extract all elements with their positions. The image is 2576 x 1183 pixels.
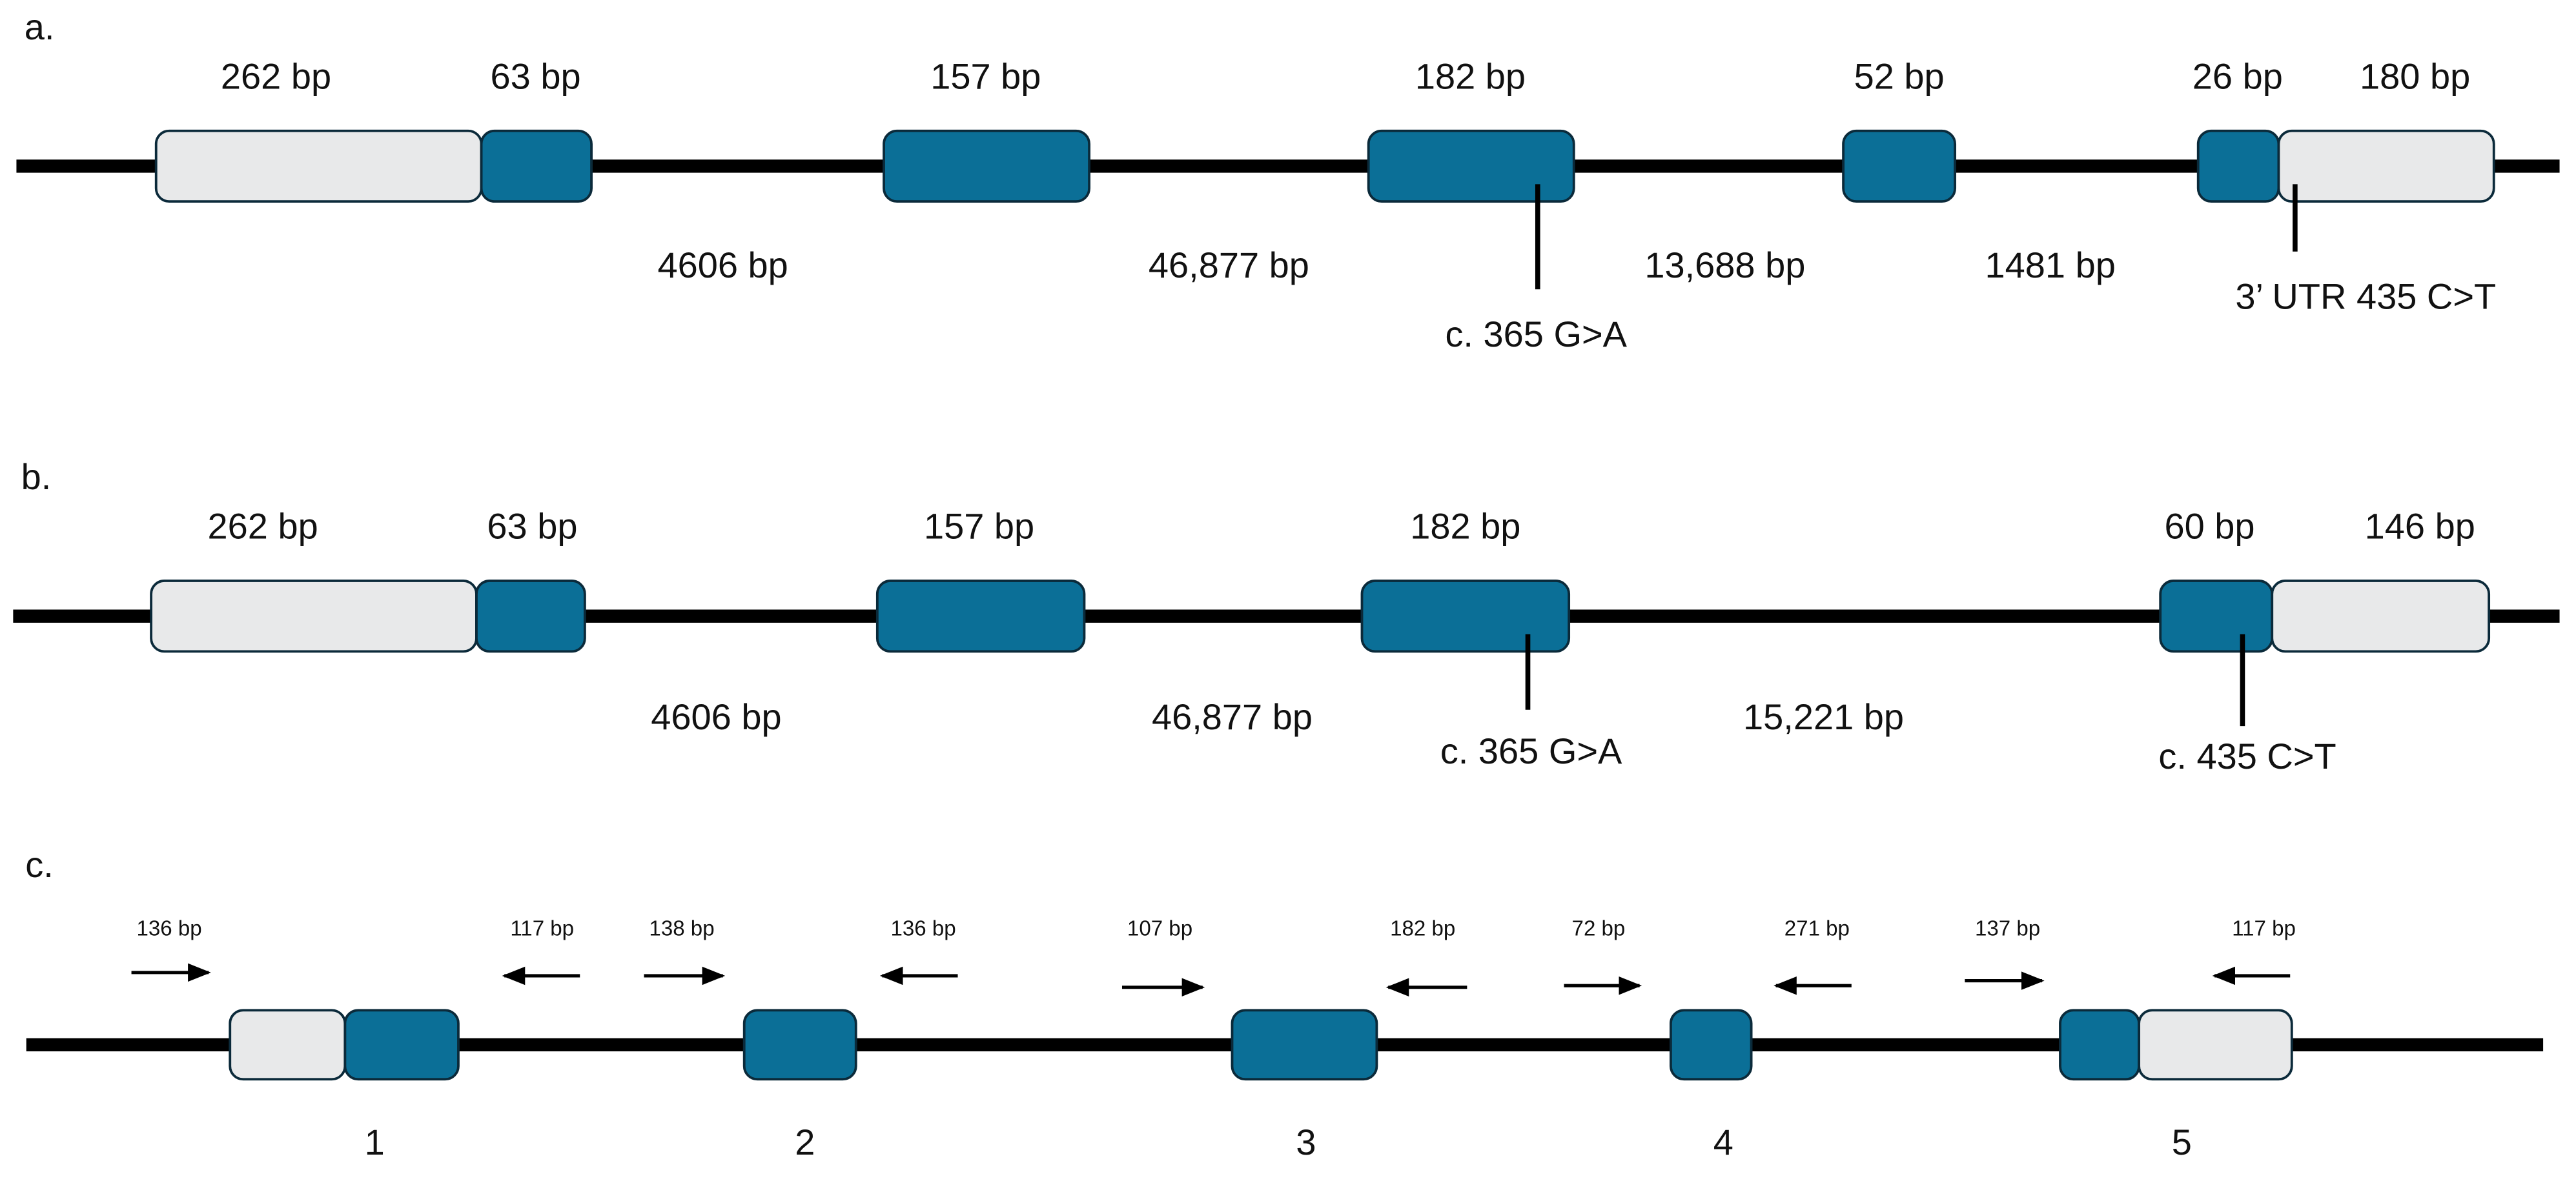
exon-size: 52 bp xyxy=(1854,56,1945,96)
exon-size: 157 bp xyxy=(924,506,1034,547)
exon-size: 26 bp xyxy=(2193,56,2283,96)
exon-box xyxy=(2159,580,2274,653)
primer-label: 107 bp xyxy=(1127,916,1192,940)
panel-label: c. xyxy=(25,844,54,885)
exon-size: 182 bp xyxy=(1415,56,1526,96)
utr-box xyxy=(154,129,483,203)
exon-size: 262 bp xyxy=(208,506,318,547)
exon-box xyxy=(883,129,1091,203)
exon-box xyxy=(875,580,1086,653)
exon-box xyxy=(1231,1009,1378,1081)
primer-label: 72 bp xyxy=(1572,916,1626,940)
exon-number: 1 xyxy=(365,1122,385,1162)
exon-box xyxy=(2196,129,2280,203)
panel-label: b. xyxy=(21,456,52,497)
utr-box xyxy=(229,1009,347,1081)
intron-size: 4606 bp xyxy=(651,696,781,737)
primer-label: 136 bp xyxy=(890,916,956,940)
primer-label: 136 bp xyxy=(137,916,202,940)
utr-box xyxy=(150,580,478,653)
variant-label: c. 435 C>T xyxy=(2158,736,2336,776)
exon-box xyxy=(1842,129,1957,203)
primer-label: 137 bp xyxy=(1975,916,2040,940)
primer-label: 117 bp xyxy=(510,916,574,940)
exon-box xyxy=(742,1009,857,1081)
variant-label: 3’ UTR 435 C>T xyxy=(2235,276,2496,316)
intron-size: 13,688 bp xyxy=(1644,245,1805,285)
exon-size: 63 bp xyxy=(487,506,577,547)
exon-size: 182 bp xyxy=(1410,506,1520,547)
utr-box xyxy=(2138,1009,2293,1081)
exon-size: 146 bp xyxy=(2365,506,2475,547)
panel-label: a. xyxy=(25,6,55,47)
exon-box xyxy=(1360,580,1571,653)
exon-size: 262 bp xyxy=(221,56,331,96)
utr-box xyxy=(2277,129,2495,203)
exon-box xyxy=(343,1009,460,1081)
primer-label: 271 bp xyxy=(1784,916,1850,940)
exon-box xyxy=(2059,1009,2141,1081)
intron-size: 46,877 bp xyxy=(1152,696,1313,737)
exon-size: 180 bp xyxy=(2360,56,2470,96)
exon-box xyxy=(475,580,586,653)
exon-size: 63 bp xyxy=(491,56,581,96)
primer-label: 117 bp xyxy=(2232,916,2296,940)
exon-size: 157 bp xyxy=(930,56,1041,96)
exon-box xyxy=(480,129,593,203)
intron-size: 1481 bp xyxy=(1985,245,2116,285)
utr-box xyxy=(2271,580,2491,653)
primer-label: 138 bp xyxy=(649,916,714,940)
exon-number: 2 xyxy=(795,1122,815,1162)
intron-size: 46,877 bp xyxy=(1149,245,1309,285)
exon-size: 60 bp xyxy=(2165,506,2255,547)
exon-number: 3 xyxy=(1296,1122,1316,1162)
primer-label: 182 bp xyxy=(1390,916,1455,940)
exon-box xyxy=(1669,1009,1753,1081)
intron-size: 4606 bp xyxy=(657,245,788,285)
exon-number: 4 xyxy=(1713,1122,1733,1162)
intron-size: 15,221 bp xyxy=(1743,696,1904,737)
variant-label: c. 365 G>A xyxy=(1440,731,1622,771)
exon-box xyxy=(1367,129,1575,203)
variant-label: c. 365 G>A xyxy=(1445,314,1627,354)
exon-number: 5 xyxy=(2172,1122,2192,1162)
